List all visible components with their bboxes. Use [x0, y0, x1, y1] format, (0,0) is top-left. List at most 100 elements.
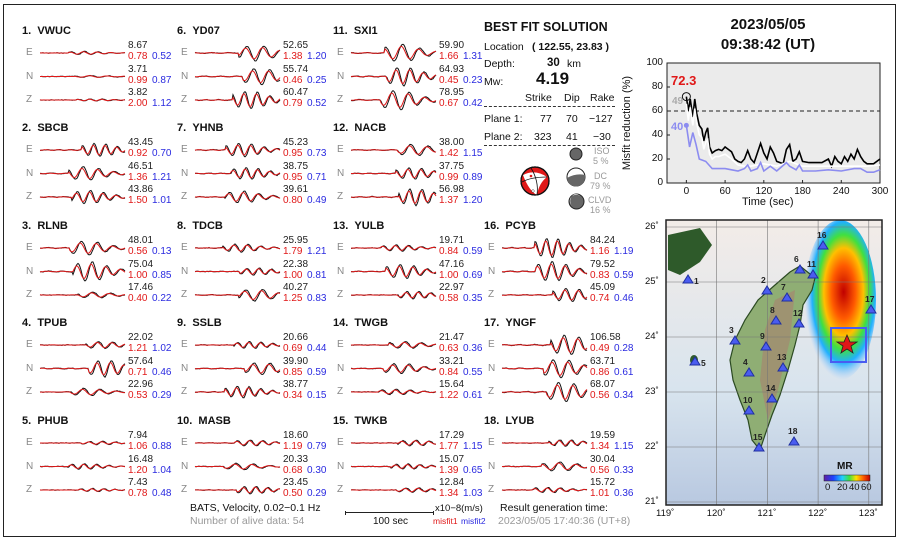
misfit2-value: 0.46 [614, 293, 634, 304]
station-map-label: 7 [781, 282, 786, 292]
misfit2-value: 0.52 [152, 51, 172, 62]
misfit1-value: 1.25 [283, 293, 303, 304]
peak-amplitude: 7.94 [128, 430, 148, 441]
beachball-icon [520, 166, 550, 196]
time-scale-bar [345, 511, 434, 515]
lat-tick-label: 26˚ [645, 221, 659, 232]
misfit2-value: 1.31 [463, 51, 483, 62]
station-triangle-icon [682, 274, 694, 284]
station-map-label: 5 [701, 358, 706, 368]
peak-amplitude: 52.65 [283, 40, 309, 51]
synthetic-waveform [502, 462, 588, 471]
mw-value: 4.19 [536, 69, 570, 88]
waveform-trace [194, 288, 281, 302]
misfit1-legend: misfit1 [433, 516, 458, 526]
synthetic-waveform [39, 341, 126, 349]
station-title: 12. NACB [333, 122, 386, 134]
iso-ball-icon [569, 147, 583, 161]
depth-unit: km [567, 58, 581, 70]
component-label: E [337, 437, 344, 448]
misfit1-value: 0.84 [439, 366, 459, 378]
waveform-trace [350, 143, 437, 157]
synthetic-waveform [40, 362, 126, 376]
station-triangle-icon [729, 335, 741, 345]
component-label: Z [488, 289, 495, 300]
synthetic-waveform [351, 389, 437, 395]
peak-amplitude: 16.48 [128, 453, 154, 465]
component-label: Z [337, 94, 344, 105]
station-number: 14. [333, 317, 349, 329]
component-label: N [488, 265, 496, 277]
station-map-label: 6 [794, 254, 799, 264]
misfit1-value: 1.22 [439, 390, 459, 401]
waveform-trace [351, 290, 437, 300]
lon-tick-label: 119˚ [656, 508, 675, 519]
synthetic-waveform [40, 51, 125, 55]
x-tick-label: 120 [755, 186, 773, 197]
y-tick-label: 20 [651, 153, 663, 164]
station-number: 2. [22, 122, 32, 134]
component-label: E [26, 144, 33, 155]
blue-mr-series [685, 125, 881, 173]
waveform-trace [350, 67, 437, 87]
waveform-trace [350, 264, 437, 280]
synthetic-waveform [351, 291, 437, 299]
synthetic-waveform [350, 69, 437, 85]
waveform-trace [350, 43, 437, 62]
synthetic-waveform [195, 191, 281, 202]
station-triangle-icon [760, 341, 772, 351]
station-triangle-icon [794, 264, 806, 274]
synthetic-waveform [40, 463, 126, 470]
station-number: 13. [333, 220, 349, 232]
waveform-trace [39, 189, 126, 205]
misfit1-value: 1.19 [283, 441, 303, 452]
station-map-label: 2 [761, 275, 766, 285]
lat-tick-label: 25˚ [645, 276, 659, 287]
dc-ball-icon [566, 167, 586, 187]
misfit2-value: 1.03 [463, 488, 483, 499]
misfit2-value: 0.42 [463, 98, 483, 109]
waveform-trace [501, 260, 588, 282]
mw-label: Mw: [484, 76, 504, 88]
lon-tick-label: 120˚ [706, 508, 726, 519]
misfit2-value: 0.48 [152, 488, 172, 499]
misfit2-value: 0.36 [463, 343, 483, 354]
misfit2-value: 0.73 [307, 148, 327, 159]
station-name: YULB [354, 220, 385, 232]
station-triangle-icon [753, 442, 765, 452]
misfit1-value: 0.69 [283, 343, 303, 354]
synthetic-waveform [195, 440, 281, 446]
misfit1-value: 1.79 [283, 246, 303, 257]
dc-label: DC [594, 171, 607, 181]
misfit1-value: 0.49 [590, 343, 610, 354]
y-tick-label: 80 [651, 81, 663, 92]
plane2-label: Plane 2: [484, 131, 523, 143]
lon-tick-label: 123˚ [858, 508, 878, 519]
station-triangle-icon [761, 285, 773, 295]
waveform-trace [350, 341, 437, 349]
station-title: 15. TWKB [333, 415, 387, 427]
misfit2-value: 0.83 [307, 293, 327, 304]
colorbar-tick: 20 [837, 482, 848, 493]
component-label: Z [26, 191, 33, 202]
misfit1-value: 0.78 [128, 488, 148, 499]
peak-amplitude: 39.61 [283, 184, 309, 195]
station-name: TWGB [354, 317, 389, 329]
peak-amplitude: 47.16 [439, 258, 465, 270]
synthetic-waveform [501, 240, 588, 256]
station-map-label: 11 [807, 259, 816, 269]
peak-amplitude: 48.01 [128, 235, 154, 246]
misfit1-value: 0.50 [283, 488, 303, 499]
synthetic-waveform [351, 364, 437, 373]
table-divider [484, 106, 615, 107]
peak-amplitude: 57.64 [128, 355, 154, 367]
peak-amplitude: 39.90 [283, 355, 309, 367]
misfit1-value: 0.99 [128, 74, 148, 86]
blue-start-marker [683, 122, 689, 128]
component-label: E [26, 242, 33, 253]
best-mr-value: 72.3 [671, 73, 697, 88]
station-title: 6. YD07 [177, 25, 220, 37]
component-label: Z [26, 484, 33, 495]
synthetic-waveform [40, 388, 125, 396]
misfit2-value: 0.49 [307, 195, 327, 206]
